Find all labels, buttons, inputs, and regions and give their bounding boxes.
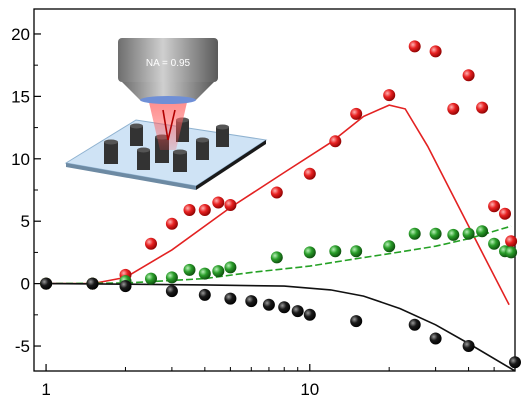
data-point-black	[224, 292, 237, 305]
data-point-red	[408, 40, 421, 53]
data-point-black	[262, 298, 275, 311]
y-tick-label: -5	[15, 337, 30, 356]
data-point-black	[40, 277, 53, 290]
pillar	[173, 149, 187, 172]
inset-light-beam	[148, 98, 188, 150]
fit-curves	[46, 104, 516, 372]
data-point-red	[198, 204, 211, 216]
data-point-green	[183, 263, 196, 276]
data-point-red	[505, 235, 518, 248]
data-point-green	[383, 240, 396, 253]
data-point-red	[303, 167, 316, 180]
inset-substrate-edge	[196, 140, 266, 190]
data-point-black	[303, 308, 316, 321]
data-point-black	[86, 277, 99, 290]
data-point-black	[245, 295, 258, 308]
data-point-green	[476, 225, 489, 238]
y-tick-label: 20	[11, 25, 30, 44]
pillar	[216, 124, 229, 147]
data-point-black	[462, 340, 475, 352]
data-point-red	[462, 69, 475, 82]
data-point-red	[383, 89, 396, 102]
axes: 20 15 10 5 0 -5 1 10	[11, 25, 495, 399]
data-point-black	[119, 280, 132, 293]
data-point-green	[408, 227, 421, 240]
data-point-black	[198, 288, 211, 301]
data-point-green	[165, 271, 178, 284]
inset-substrate-side	[66, 163, 196, 190]
data-point-green	[447, 228, 460, 241]
data-point-red	[350, 107, 363, 120]
y-tick-label: 5	[21, 212, 30, 231]
data-point-black	[291, 305, 304, 318]
inset-objective-tip	[122, 82, 214, 100]
inset-objective-glass	[140, 96, 196, 104]
inset-arrow	[162, 109, 169, 141]
data-point-black	[350, 315, 363, 328]
data-point-green	[329, 245, 342, 258]
data-point-red	[447, 102, 460, 115]
data-point-green	[429, 227, 442, 240]
data-point-red	[145, 237, 157, 250]
y-tick-label: 15	[11, 87, 30, 106]
y-tick-label: 10	[11, 150, 30, 169]
data-point-green	[462, 227, 475, 240]
pillar	[196, 137, 209, 160]
inset-illustration: NA = 0.95	[64, 38, 268, 190]
pillar	[130, 123, 143, 146]
fit-line-black	[46, 282, 516, 372]
data-point-green	[505, 246, 518, 259]
data-point-green	[350, 245, 363, 258]
inset-na-label: NA = 0.95	[146, 58, 191, 69]
pillar	[137, 147, 150, 170]
x-tick-label: 1	[41, 380, 50, 399]
data-point-black	[509, 356, 521, 369]
data-point-red	[224, 199, 237, 211]
x-tick-label: 10	[300, 380, 319, 399]
data-point-green	[198, 267, 211, 280]
data-point-red	[329, 135, 342, 148]
data-point-red	[488, 200, 501, 213]
data-point-green	[212, 265, 225, 278]
data-point-red	[212, 196, 225, 209]
data-points	[40, 40, 521, 369]
inset-arrow	[167, 109, 176, 141]
data-point-red	[429, 45, 442, 58]
data-point-black	[429, 332, 442, 345]
y-tick-label: 0	[21, 275, 30, 294]
data-point-red	[165, 217, 178, 230]
data-point-black	[278, 301, 291, 314]
data-point-red	[183, 204, 196, 216]
data-point-black	[408, 318, 421, 331]
data-point-green	[488, 237, 501, 250]
fit-line-red	[46, 104, 510, 306]
data-point-black	[165, 285, 178, 298]
data-point-green	[270, 251, 283, 264]
data-point-green	[224, 261, 237, 274]
data-point-green	[303, 246, 316, 259]
inset-objective-top	[118, 38, 218, 82]
data-point-red	[270, 186, 283, 199]
data-point-green	[145, 272, 157, 285]
data-point-red	[499, 207, 511, 220]
pillar	[104, 139, 118, 164]
data-point-red	[476, 101, 489, 114]
